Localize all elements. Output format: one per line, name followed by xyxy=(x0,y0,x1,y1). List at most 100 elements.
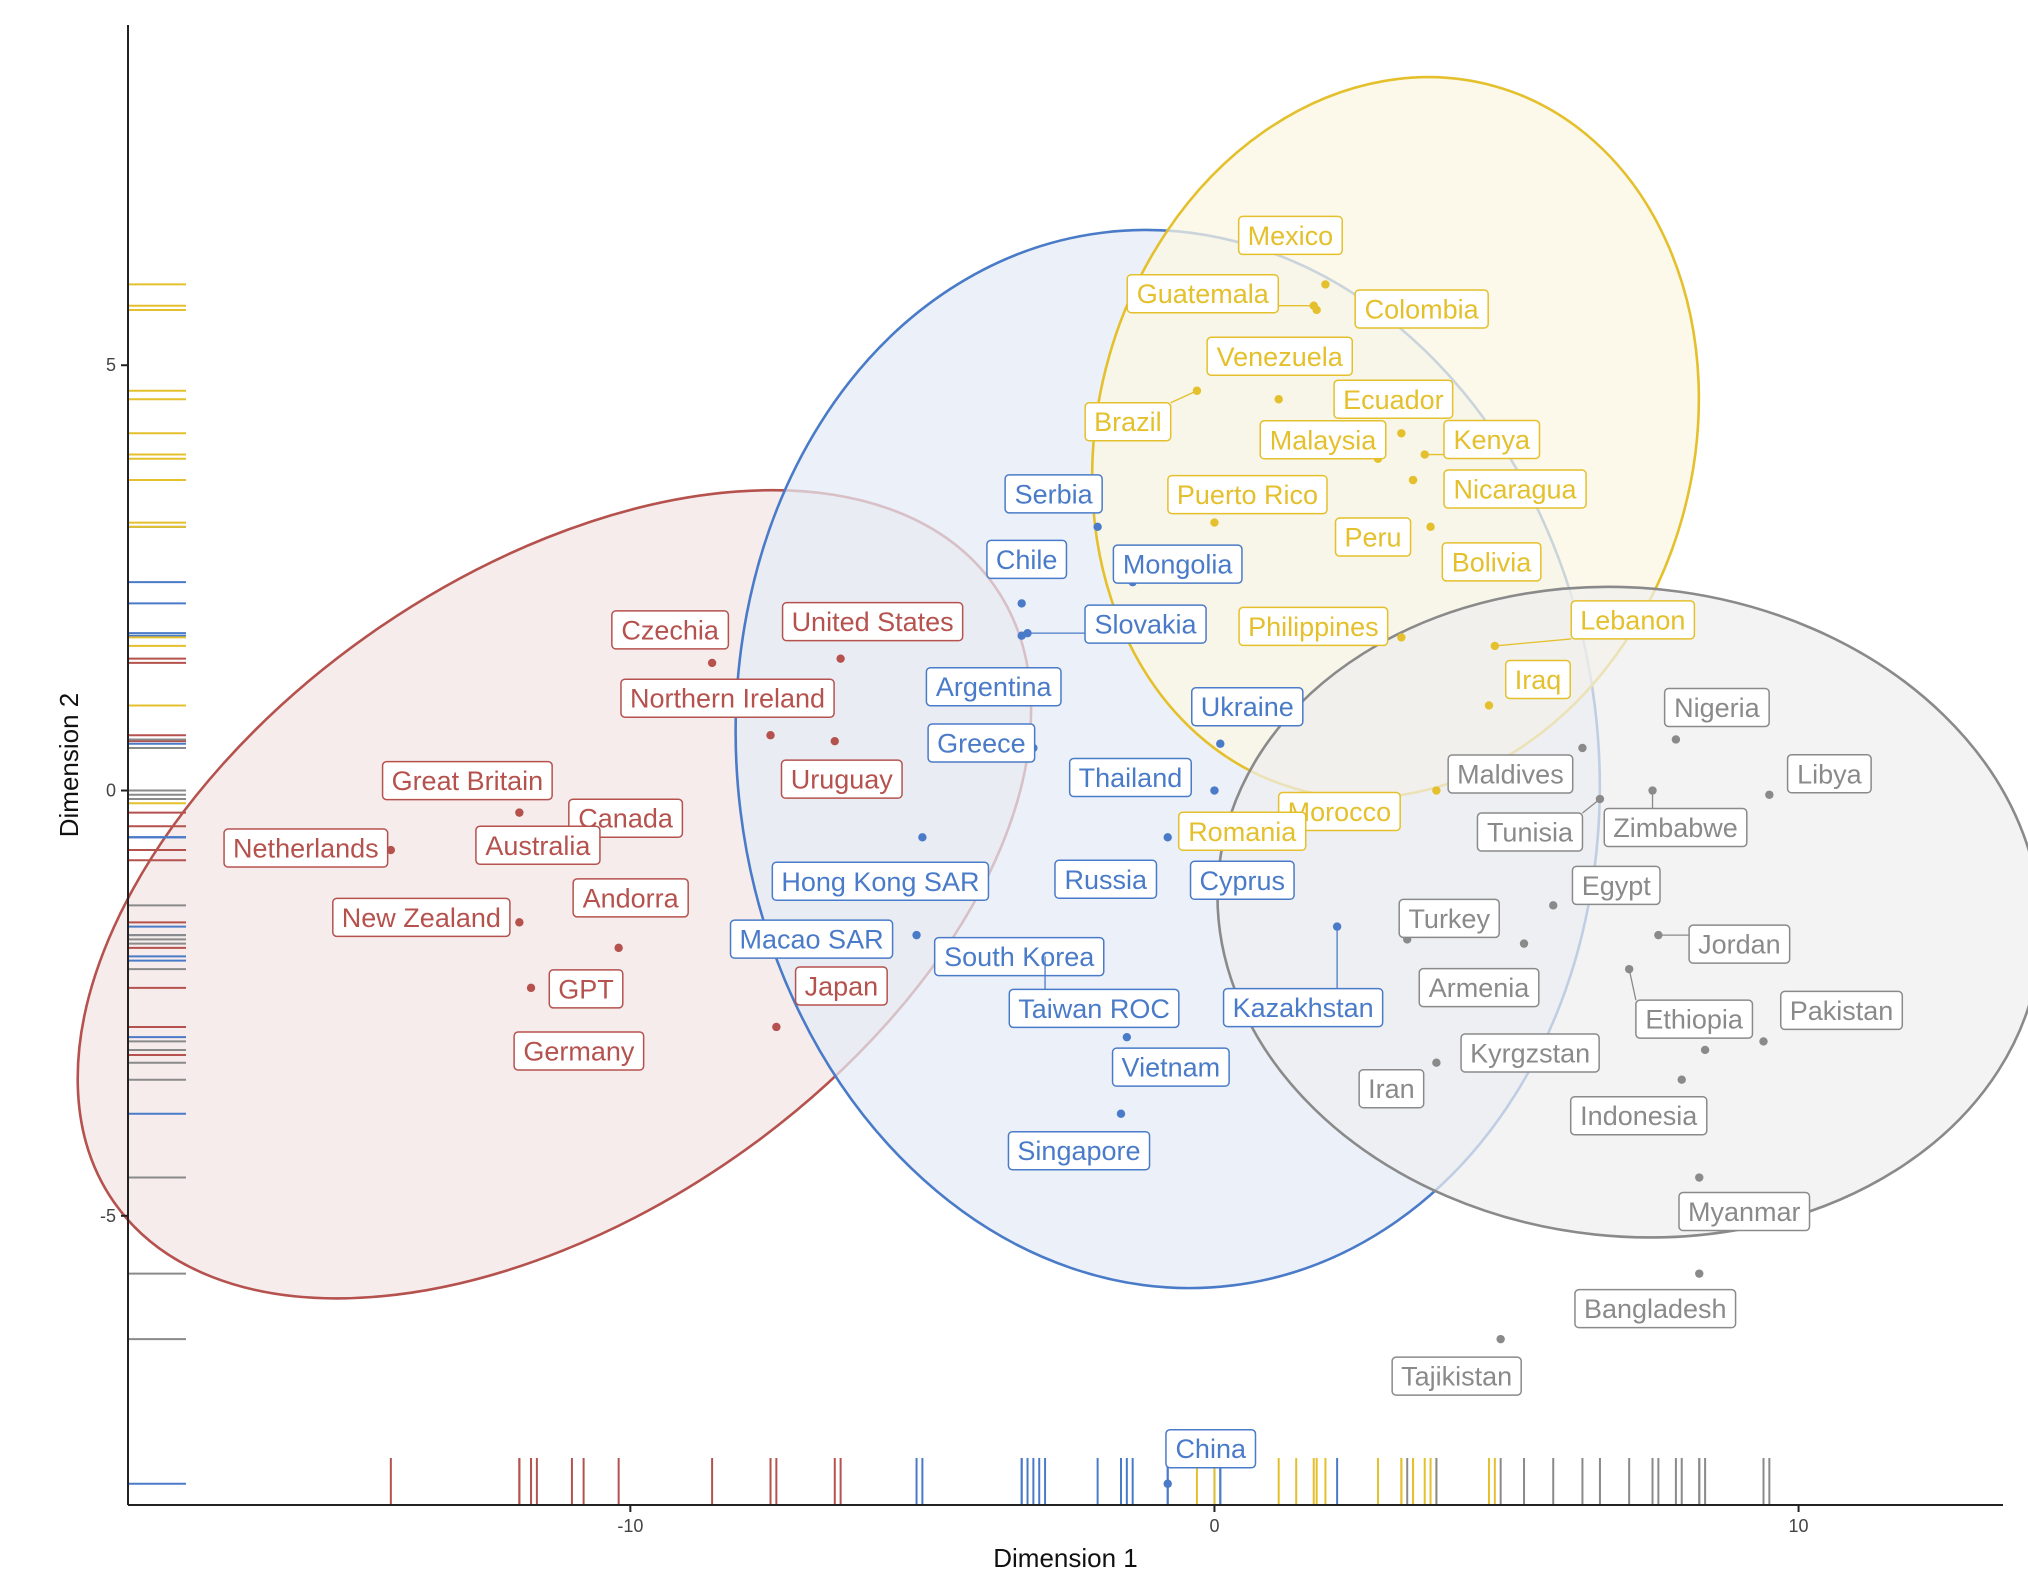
label-box-bangladesh xyxy=(1574,1288,1737,1329)
point-philippines xyxy=(1397,633,1406,642)
label-text-iraq: Iraq xyxy=(1515,665,1562,695)
label-text-northern-ireland: Northern Ireland xyxy=(630,684,825,714)
label-text-indonesia: Indonesia xyxy=(1580,1101,1698,1131)
label-text-jordan: Jordan xyxy=(1698,930,1781,960)
label-box-greece xyxy=(927,723,1036,763)
label-maldives: Maldives xyxy=(1447,754,1574,794)
label-text-hong-kong-sar: Hong Kong SAR xyxy=(781,867,979,897)
point-serbia xyxy=(1093,522,1102,532)
label-guatemala: Guatemala xyxy=(1126,273,1314,314)
label-box-ecuador xyxy=(1333,379,1454,420)
label-australia: Australia xyxy=(475,825,601,866)
label-text-maldives: Maldives xyxy=(1457,759,1564,789)
point-indonesia xyxy=(1677,1075,1686,1084)
label-box-iraq xyxy=(1504,659,1571,700)
point-labels: Czechia United States Northern Ireland Urug… xyxy=(223,215,1904,1469)
label-box-zimbabwe xyxy=(1603,807,1748,848)
label-box-ukraine xyxy=(1191,686,1304,727)
label-czechia: Czechia xyxy=(611,610,730,650)
label-text-taiwan-roc: Taiwan ROC xyxy=(1018,994,1170,1024)
label-box-slovakia xyxy=(1084,604,1207,644)
label-box-iran xyxy=(1358,1068,1425,1109)
label-philippines: Philippines xyxy=(1238,606,1389,647)
label-text-egypt: Egypt xyxy=(1582,871,1652,901)
label-text-zimbabwe: Zimbabwe xyxy=(1613,813,1738,843)
point-ecuador xyxy=(1397,429,1406,438)
label-box-bolivia xyxy=(1441,542,1542,582)
label-ethiopia: Ethiopia xyxy=(1628,969,1754,1039)
label-box-venezuela xyxy=(1206,336,1353,377)
label-text-philippines: Philippines xyxy=(1248,612,1379,642)
point-argentina xyxy=(1017,631,1026,640)
point-mexico xyxy=(1321,280,1330,289)
label-text-tunisia: Tunisia xyxy=(1487,818,1574,848)
label-box-china xyxy=(1165,1428,1257,1469)
rug-marks xyxy=(128,283,1771,1505)
label-united-states: United States xyxy=(781,601,964,642)
label-brazil: Brazil xyxy=(1084,390,1198,442)
y-tick-label: -5 xyxy=(100,1206,116,1226)
label-text-kenya: Kenya xyxy=(1453,425,1531,455)
label-text-guatemala: Guatemala xyxy=(1137,279,1270,309)
point-andorra xyxy=(614,943,623,953)
label-box-brazil xyxy=(1084,401,1172,442)
label-box-south-korea xyxy=(933,936,1105,977)
label-malaysia: Malaysia xyxy=(1259,420,1387,460)
label-indonesia: Indonesia xyxy=(1569,1095,1708,1136)
label-box-chile xyxy=(986,539,1068,580)
label-text-kyrgzstan: Kyrgzstan xyxy=(1470,1038,1590,1068)
label-box-kyrgzstan xyxy=(1460,1033,1600,1073)
label-zimbabwe: Zimbabwe xyxy=(1603,790,1748,848)
label-box-maldives xyxy=(1447,754,1574,794)
label-mexico: Mexico xyxy=(1237,215,1343,256)
point-egypt xyxy=(1549,901,1558,910)
label-text-russia: Russia xyxy=(1064,865,1148,895)
point-iran xyxy=(1432,1058,1441,1067)
point-pakistan xyxy=(1759,1037,1768,1046)
point-morocco xyxy=(1432,786,1441,795)
label-box-singapore xyxy=(1007,1130,1151,1171)
x-tick-label: 0 xyxy=(1209,1516,1219,1536)
point-united-states xyxy=(836,654,845,663)
label-text-bolivia: Bolivia xyxy=(1452,547,1533,577)
point-great-britain xyxy=(515,808,524,817)
label-box-japan xyxy=(794,966,888,1006)
label-venezuela: Venezuela xyxy=(1206,336,1353,377)
label-text-ukraine: Ukraine xyxy=(1201,692,1294,722)
label-bangladesh: Bangladesh xyxy=(1574,1288,1737,1329)
label-text-netherlands: Netherlands xyxy=(233,834,379,864)
label-slovakia: Slovakia xyxy=(1027,604,1207,644)
point-kyrgzstan xyxy=(1700,1045,1710,1055)
label-text-slovakia: Slovakia xyxy=(1095,610,1198,640)
label-greece: Greece xyxy=(927,723,1036,763)
label-text-uruguay: Uruguay xyxy=(791,765,894,795)
label-box-germany xyxy=(513,1031,645,1071)
y-axis-title: Dimension 2 xyxy=(54,693,84,838)
label-box-argentina xyxy=(925,666,1062,707)
point-venezuela xyxy=(1274,395,1283,404)
label-box-great-britain xyxy=(381,760,553,801)
label-netherlands: Netherlands xyxy=(223,828,389,868)
label-text-pakistan: Pakistan xyxy=(1790,996,1894,1026)
label-thailand: Thailand xyxy=(1068,757,1192,798)
label-iraq: Iraq xyxy=(1504,659,1571,700)
label-ecuador: Ecuador xyxy=(1333,379,1454,420)
label-text-nigeria: Nigeria xyxy=(1674,693,1761,723)
label-text-singapore: Singapore xyxy=(1017,1136,1140,1166)
label-box-netherlands xyxy=(223,828,389,868)
label-vietnam: Vietnam xyxy=(1111,1047,1230,1087)
label-text-bangladesh: Bangladesh xyxy=(1584,1294,1727,1324)
x-tick-label: 10 xyxy=(1789,1516,1809,1536)
label-box-tajikistan xyxy=(1391,1356,1522,1396)
point-chile xyxy=(1017,599,1026,608)
label-cyprus: Cyprus xyxy=(1189,860,1295,901)
point-singapore xyxy=(1116,1109,1126,1118)
label-singapore: Singapore xyxy=(1007,1130,1151,1171)
label-box-morocco xyxy=(1277,791,1401,832)
label-lebanon: Lebanon xyxy=(1494,600,1696,647)
label-tunisia: Tunisia xyxy=(1476,798,1601,852)
label-ukraine: Ukraine xyxy=(1191,686,1304,727)
point-puerto-rico xyxy=(1210,518,1219,527)
label-serbia: Serbia xyxy=(1004,474,1103,514)
point-northern-ireland xyxy=(766,731,775,740)
